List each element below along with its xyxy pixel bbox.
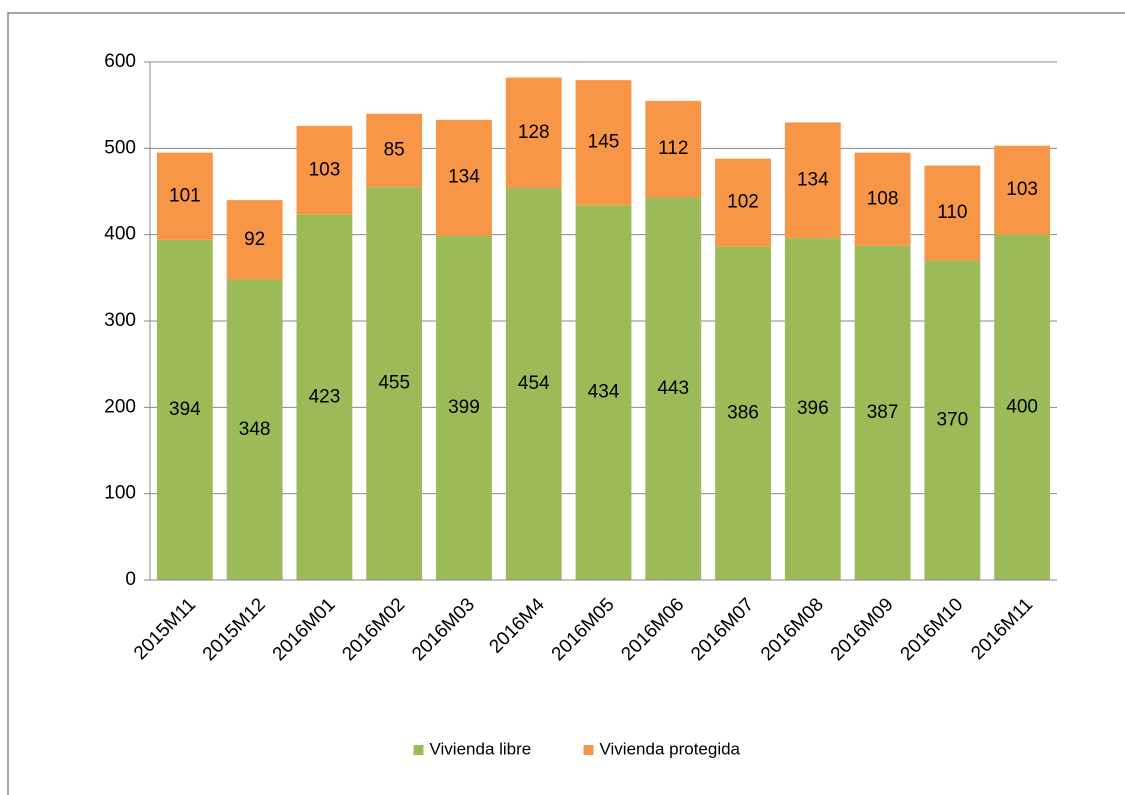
bar — [226, 279, 283, 580]
y-tick-label: 400 — [104, 224, 136, 245]
y-tick-label: 200 — [104, 396, 136, 417]
data-label: 110 — [937, 202, 967, 223]
x-tick-label: 2016M01 — [269, 594, 340, 665]
bar — [156, 239, 213, 580]
bar — [784, 238, 841, 580]
data-label: 101 — [169, 185, 201, 206]
data-label: 386 — [727, 402, 759, 423]
data-label: 399 — [448, 397, 480, 418]
x-tick-label: 2016M09 — [827, 594, 898, 665]
x-tick-label: 2016M05 — [548, 594, 619, 665]
bar — [784, 122, 841, 239]
x-tick-label: 2016M06 — [617, 594, 688, 665]
bar — [436, 235, 492, 580]
chart-frame — [7, 12, 1125, 795]
bar — [645, 197, 702, 580]
data-label: 112 — [658, 138, 688, 159]
data-label: 454 — [518, 373, 550, 394]
x-tick-label: 2016M10 — [897, 594, 968, 665]
bar — [924, 260, 981, 580]
data-label: 370 — [936, 409, 968, 430]
data-label: 400 — [1006, 396, 1038, 417]
bar — [505, 77, 562, 189]
bar — [854, 152, 911, 246]
data-label: 348 — [239, 419, 271, 440]
bar — [994, 234, 1051, 580]
x-tick-label: 2016M03 — [408, 594, 479, 665]
bar — [505, 188, 562, 580]
data-label: 108 — [867, 188, 899, 209]
bar — [715, 246, 771, 580]
data-label: 134 — [448, 167, 480, 188]
data-label: 455 — [378, 373, 410, 394]
bar — [854, 245, 911, 580]
data-label: 394 — [169, 399, 201, 420]
x-tick-label: 2016M02 — [338, 594, 409, 665]
x-tick-label: 2015M12 — [199, 594, 270, 665]
bar — [645, 100, 702, 198]
legend-swatch — [413, 745, 424, 755]
data-label: 443 — [657, 378, 689, 399]
bar — [226, 200, 283, 280]
data-label: 102 — [727, 192, 759, 213]
x-tick-label: 2016M07 — [687, 594, 758, 665]
bar — [296, 125, 353, 215]
bar — [575, 80, 632, 206]
data-label: 103 — [309, 159, 341, 180]
bar — [366, 113, 423, 188]
bar — [924, 165, 981, 261]
data-label: 92 — [244, 229, 265, 250]
data-label: 103 — [1006, 179, 1038, 200]
bar — [296, 214, 353, 580]
data-label: 145 — [588, 132, 620, 153]
y-tick-label: 300 — [104, 310, 136, 331]
data-label: 387 — [867, 402, 899, 423]
data-label: 434 — [588, 382, 620, 403]
bar — [436, 119, 492, 236]
bar — [156, 152, 213, 240]
data-label: 396 — [797, 398, 829, 419]
legend-label: Vivienda libre — [430, 739, 532, 758]
bar — [994, 145, 1051, 235]
legend-swatch — [583, 745, 594, 755]
x-tick-label: 2016M08 — [757, 594, 828, 665]
data-label: 128 — [518, 122, 550, 143]
y-tick-label: 0 — [125, 569, 136, 590]
y-tick-label: 100 — [104, 483, 136, 504]
x-tick-label: 2015M11 — [130, 594, 200, 664]
y-tick-label: 600 — [104, 51, 136, 72]
bar — [366, 187, 423, 580]
data-label: 423 — [309, 386, 341, 407]
x-tick-label: 2016M11 — [967, 594, 1037, 664]
bar — [575, 205, 632, 580]
data-label: 85 — [384, 140, 405, 161]
bar — [715, 158, 771, 247]
data-label: 134 — [797, 169, 829, 190]
y-tick-label: 500 — [104, 137, 136, 158]
x-tick-label: 2016M4 — [485, 594, 549, 658]
legend-label: Vivienda protegida — [600, 739, 741, 758]
